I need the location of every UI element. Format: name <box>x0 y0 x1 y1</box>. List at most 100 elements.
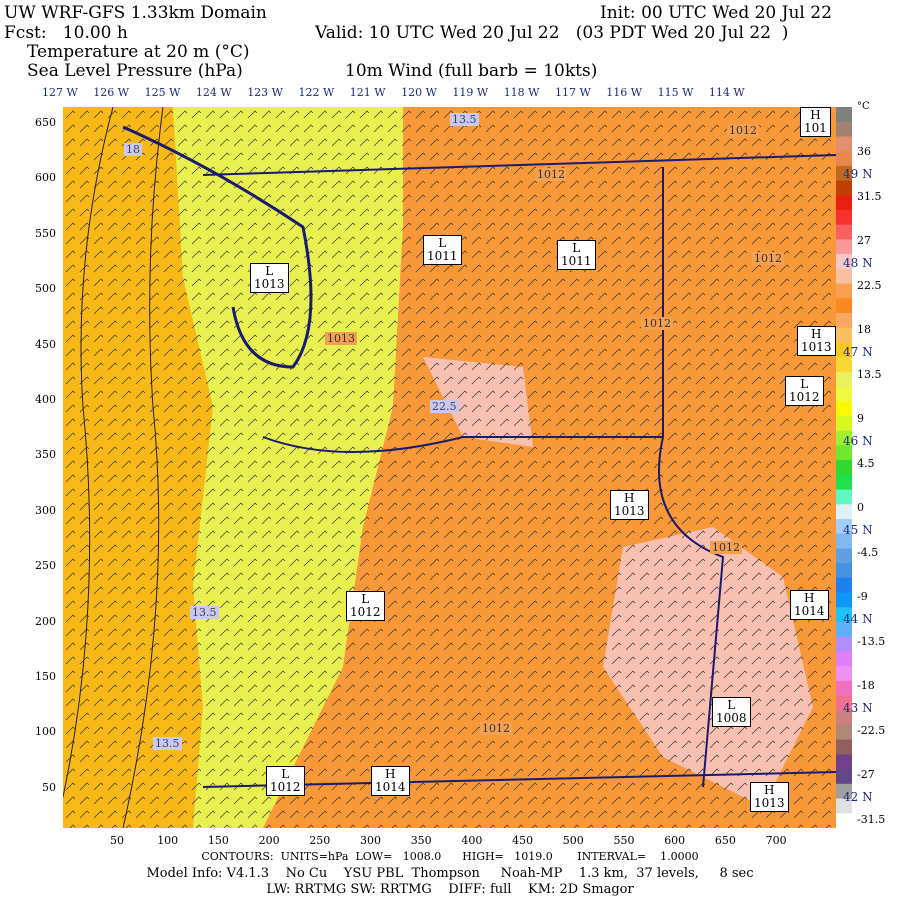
y-tick-label: 450 <box>35 337 56 351</box>
longitude-label: 118 W <box>503 86 540 99</box>
pressure-center-high: H 1013 <box>797 326 836 356</box>
colorbar-swatch <box>836 519 852 535</box>
colorbar-swatch <box>836 180 852 196</box>
pressure-center-low: L 1013 <box>250 263 289 293</box>
longitude-label: 114 W <box>708 86 745 99</box>
contour-label: 1012 <box>535 168 567 181</box>
colorbar-swatch <box>836 430 852 446</box>
pressure-center-low: L 1008 <box>712 697 751 727</box>
x-tick-label: 100 <box>157 834 179 847</box>
forecast-hour: Fcst: 10.00 h <box>4 23 128 43</box>
colorbar-swatch <box>836 371 852 388</box>
pressure-type: H <box>811 327 822 341</box>
border-or-ca <box>202 771 836 788</box>
contour-label: 1012 <box>710 541 742 554</box>
temperature-contour-label: 18 <box>124 143 142 156</box>
colorbar-swatch <box>836 195 852 211</box>
colorbar-swatch <box>836 489 852 505</box>
map-title: UW WRF-GFS 1.33km Domain <box>4 3 267 23</box>
colorbar-label: -13.5 <box>857 634 886 648</box>
colorbar-swatch <box>836 783 852 800</box>
pressure-value: 1013 <box>254 277 285 291</box>
longitude-label: 117 W <box>555 86 591 99</box>
pressure-value: 1014 <box>794 604 825 618</box>
colorbar-swatch <box>836 151 852 167</box>
x-tick-label: 650 <box>714 834 736 847</box>
colorbar-label: -22.5 <box>857 723 886 737</box>
puget-sound-coast <box>122 125 313 369</box>
x-tick-label: 200 <box>258 834 280 847</box>
colorbar-swatch <box>836 533 852 549</box>
latitude-label: 49 N <box>843 167 873 181</box>
x-tick-label: 250 <box>309 834 331 847</box>
latitude-label: 45 N <box>843 523 873 537</box>
colorbar-label: -9 <box>857 590 868 603</box>
colorbar-swatch <box>836 725 852 741</box>
pressure-value: 1011 <box>561 254 592 268</box>
longitude-label: 119 W <box>452 86 489 99</box>
pressure-type: L <box>265 264 274 278</box>
colorbar-swatch <box>836 695 852 711</box>
colorbar-swatch <box>836 342 852 358</box>
colorbar-swatch <box>836 710 852 726</box>
longitude-label: 124 W <box>195 86 232 99</box>
longitude-label: 126 W <box>93 86 130 99</box>
x-tick-label: 450 <box>512 834 534 847</box>
temperature-contour-label: 22.5 <box>430 400 459 413</box>
pressure-value: 1013 <box>754 796 785 810</box>
y-tick-label: 350 <box>35 448 56 462</box>
y-tick-label: 200 <box>35 614 56 628</box>
temperature-contour-label: 13.5 <box>190 606 219 619</box>
pressure-value: 1008 <box>716 711 747 725</box>
physics-info: LW: RRTMG SW: RRTMG DIFF: full KM: 2D Sm… <box>266 882 634 897</box>
latitude-label: 43 N <box>843 701 873 715</box>
pressure-value: 1013 <box>614 504 645 518</box>
latitude-label: 48 N <box>843 256 873 270</box>
colorbar-label: 22.5 <box>857 278 882 292</box>
latitude-label: 47 N <box>843 345 873 359</box>
x-tick-label: 550 <box>613 834 635 847</box>
pressure-center-low: L 1011 <box>557 240 596 270</box>
colorbar-swatch <box>836 548 852 564</box>
colorbar-swatch <box>836 666 852 682</box>
longitude-label: 120 W <box>401 86 437 99</box>
field-temperature: Temperature at 20 m (°C) <box>27 42 250 62</box>
pressure-type: H <box>385 767 396 781</box>
border-wa-or <box>262 436 663 453</box>
colorbar-swatch <box>836 636 852 652</box>
colorbar-swatch <box>836 239 852 255</box>
colorbar-swatch <box>836 107 852 123</box>
x-tick-label: 300 <box>360 834 381 847</box>
contour-info: CONTOURS: UNITS=hPa LOW= 1008.0 HIGH= 10… <box>201 850 699 863</box>
wind-barbs <box>63 107 836 828</box>
pressure-center-high: H 1013 <box>750 782 789 812</box>
contour-label: 1012 <box>641 317 673 330</box>
colorbar-swatch <box>836 327 852 343</box>
colorbar-swatch <box>836 313 852 329</box>
colorbar-swatch <box>836 754 852 770</box>
colorbar-label: 4.5 <box>857 456 875 470</box>
colorbar-label: 31.5 <box>857 189 882 203</box>
pressure-type: L <box>727 698 736 712</box>
colorbar-swatch <box>836 474 852 491</box>
colorbar-swatch <box>836 739 852 755</box>
init-time: Init: 00 UTC Wed 20 Jul 22 <box>600 3 832 23</box>
colorbar-label: 18 <box>857 323 871 336</box>
pressure-value: 1013 <box>801 340 832 354</box>
pressure-type: L <box>361 592 370 606</box>
latitude-label: 44 N <box>843 612 873 626</box>
y-tick-label: 400 <box>35 393 56 406</box>
colorbar-swatch <box>836 357 852 373</box>
colorbar-swatch <box>836 210 852 226</box>
y-tick-label: 250 <box>35 559 56 573</box>
colorbar-swatch <box>836 401 852 417</box>
colorbar-swatch <box>836 283 852 299</box>
x-tick-label: 400 <box>461 834 483 847</box>
pressure-type: L <box>572 241 581 255</box>
colorbar-swatch <box>836 769 852 785</box>
pressure-value: 1014 <box>375 780 406 794</box>
colorbar-label: 9 <box>857 412 864 425</box>
colorbar-label: 13.5 <box>857 367 882 381</box>
pressure-type: L <box>281 767 290 781</box>
colorbar-swatch <box>836 592 852 608</box>
